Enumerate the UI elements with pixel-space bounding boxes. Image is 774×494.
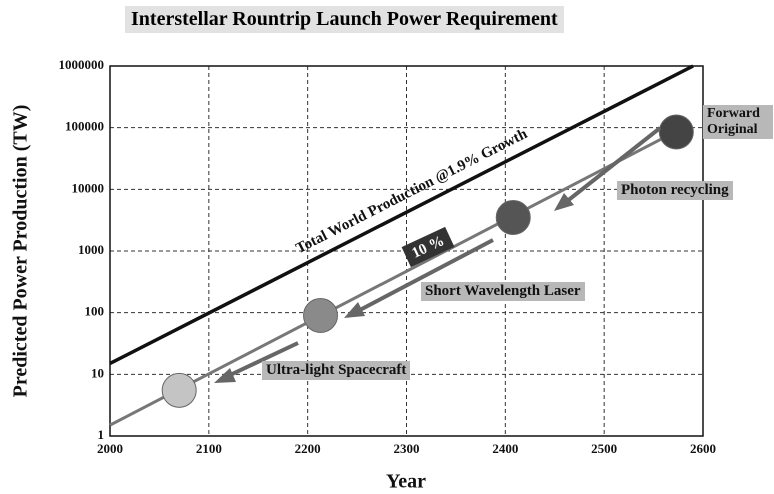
x-tick-label: 2400 (492, 441, 518, 456)
x-axis-label: Year (386, 471, 426, 493)
x-tick-label: 2600 (690, 441, 716, 456)
chart-title: Interstellar Rountrip Launch Power Requi… (125, 6, 564, 33)
y-tick-label: 1000 (78, 242, 104, 257)
y-tick-label: 10000 (72, 180, 105, 195)
y-tick-label: 100000 (65, 119, 104, 134)
annotation: Forward Original (703, 105, 773, 139)
point (495, 199, 531, 235)
annotation: Photon recycling (617, 181, 733, 200)
x-tick-label: 2300 (394, 441, 420, 456)
y-tick-label: 1000000 (59, 57, 105, 72)
plot-frame (109, 65, 704, 437)
y-tick-label: 1 (98, 427, 105, 442)
annotation: Short Wavelength Laser (421, 282, 585, 301)
x-tick-label: 2100 (196, 441, 222, 456)
arrows (214, 126, 662, 383)
point (658, 114, 694, 150)
point (303, 297, 339, 333)
annotation: Ultra-light Spacecraft (262, 361, 411, 380)
y-tick-label: 100 (85, 304, 105, 319)
x-tick-label: 2500 (591, 441, 617, 456)
line-label: Total World Production @1.9% Growth (294, 126, 531, 257)
series-line (109, 126, 684, 427)
x-tick-label: 2200 (295, 441, 321, 456)
series-line (109, 64, 694, 366)
y-axis-label: Predicted Power Production (TW) (10, 105, 32, 398)
y-tick-label: 10 (91, 365, 104, 380)
point (161, 372, 197, 408)
x-tick-label: 2000 (97, 441, 123, 456)
